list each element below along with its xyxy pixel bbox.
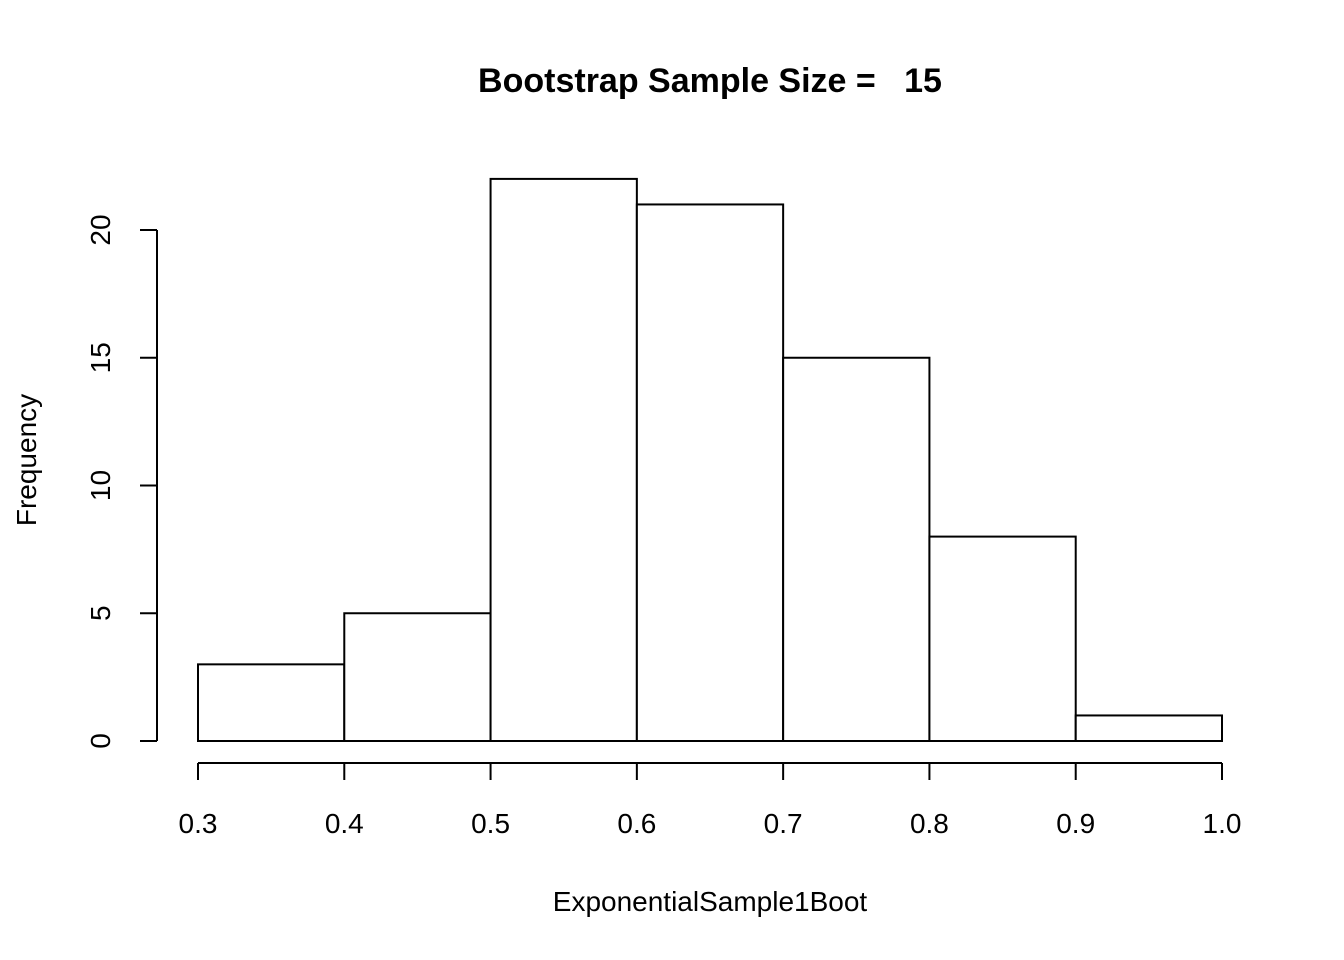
y-tick-label: 15 xyxy=(85,342,116,373)
histogram-bar-1 xyxy=(197,663,346,742)
x-tick-label: 0.6 xyxy=(617,808,656,839)
histogram-bar-5 xyxy=(782,356,931,742)
bars-group xyxy=(197,177,1223,743)
y-tick-label: 0 xyxy=(85,733,116,749)
x-tick-label: 0.8 xyxy=(910,808,949,839)
x-tick-label: 0.9 xyxy=(1056,808,1095,839)
x-axis: 0.3 0.4 0.5 0.6 0.7 0.8 0.9 1.0 xyxy=(179,762,1242,839)
x-tick-label: 1.0 xyxy=(1203,808,1242,839)
y-tick-label: 20 xyxy=(85,214,116,245)
y-axis-label: Frequency xyxy=(11,394,42,526)
histogram-bar-6 xyxy=(928,535,1077,742)
y-tick-label: 10 xyxy=(85,470,116,501)
histogram-bar-7 xyxy=(1074,714,1223,743)
histogram-bar-4 xyxy=(635,203,785,742)
histogram-bar-3 xyxy=(489,177,638,742)
x-tick-label: 0.4 xyxy=(325,808,364,839)
y-axis: 0 5 10 15 20 xyxy=(85,214,158,749)
x-tick-label: 0.3 xyxy=(179,808,218,839)
x-tick-label: 0.7 xyxy=(764,808,803,839)
x-tick-label: 0.5 xyxy=(471,808,510,839)
chart-title: Bootstrap Sample Size = 15 xyxy=(478,62,942,100)
histogram-bar-2 xyxy=(343,612,492,742)
x-axis-label: ExponentialSample1Boot xyxy=(553,886,868,917)
y-tick-label: 5 xyxy=(85,605,116,621)
